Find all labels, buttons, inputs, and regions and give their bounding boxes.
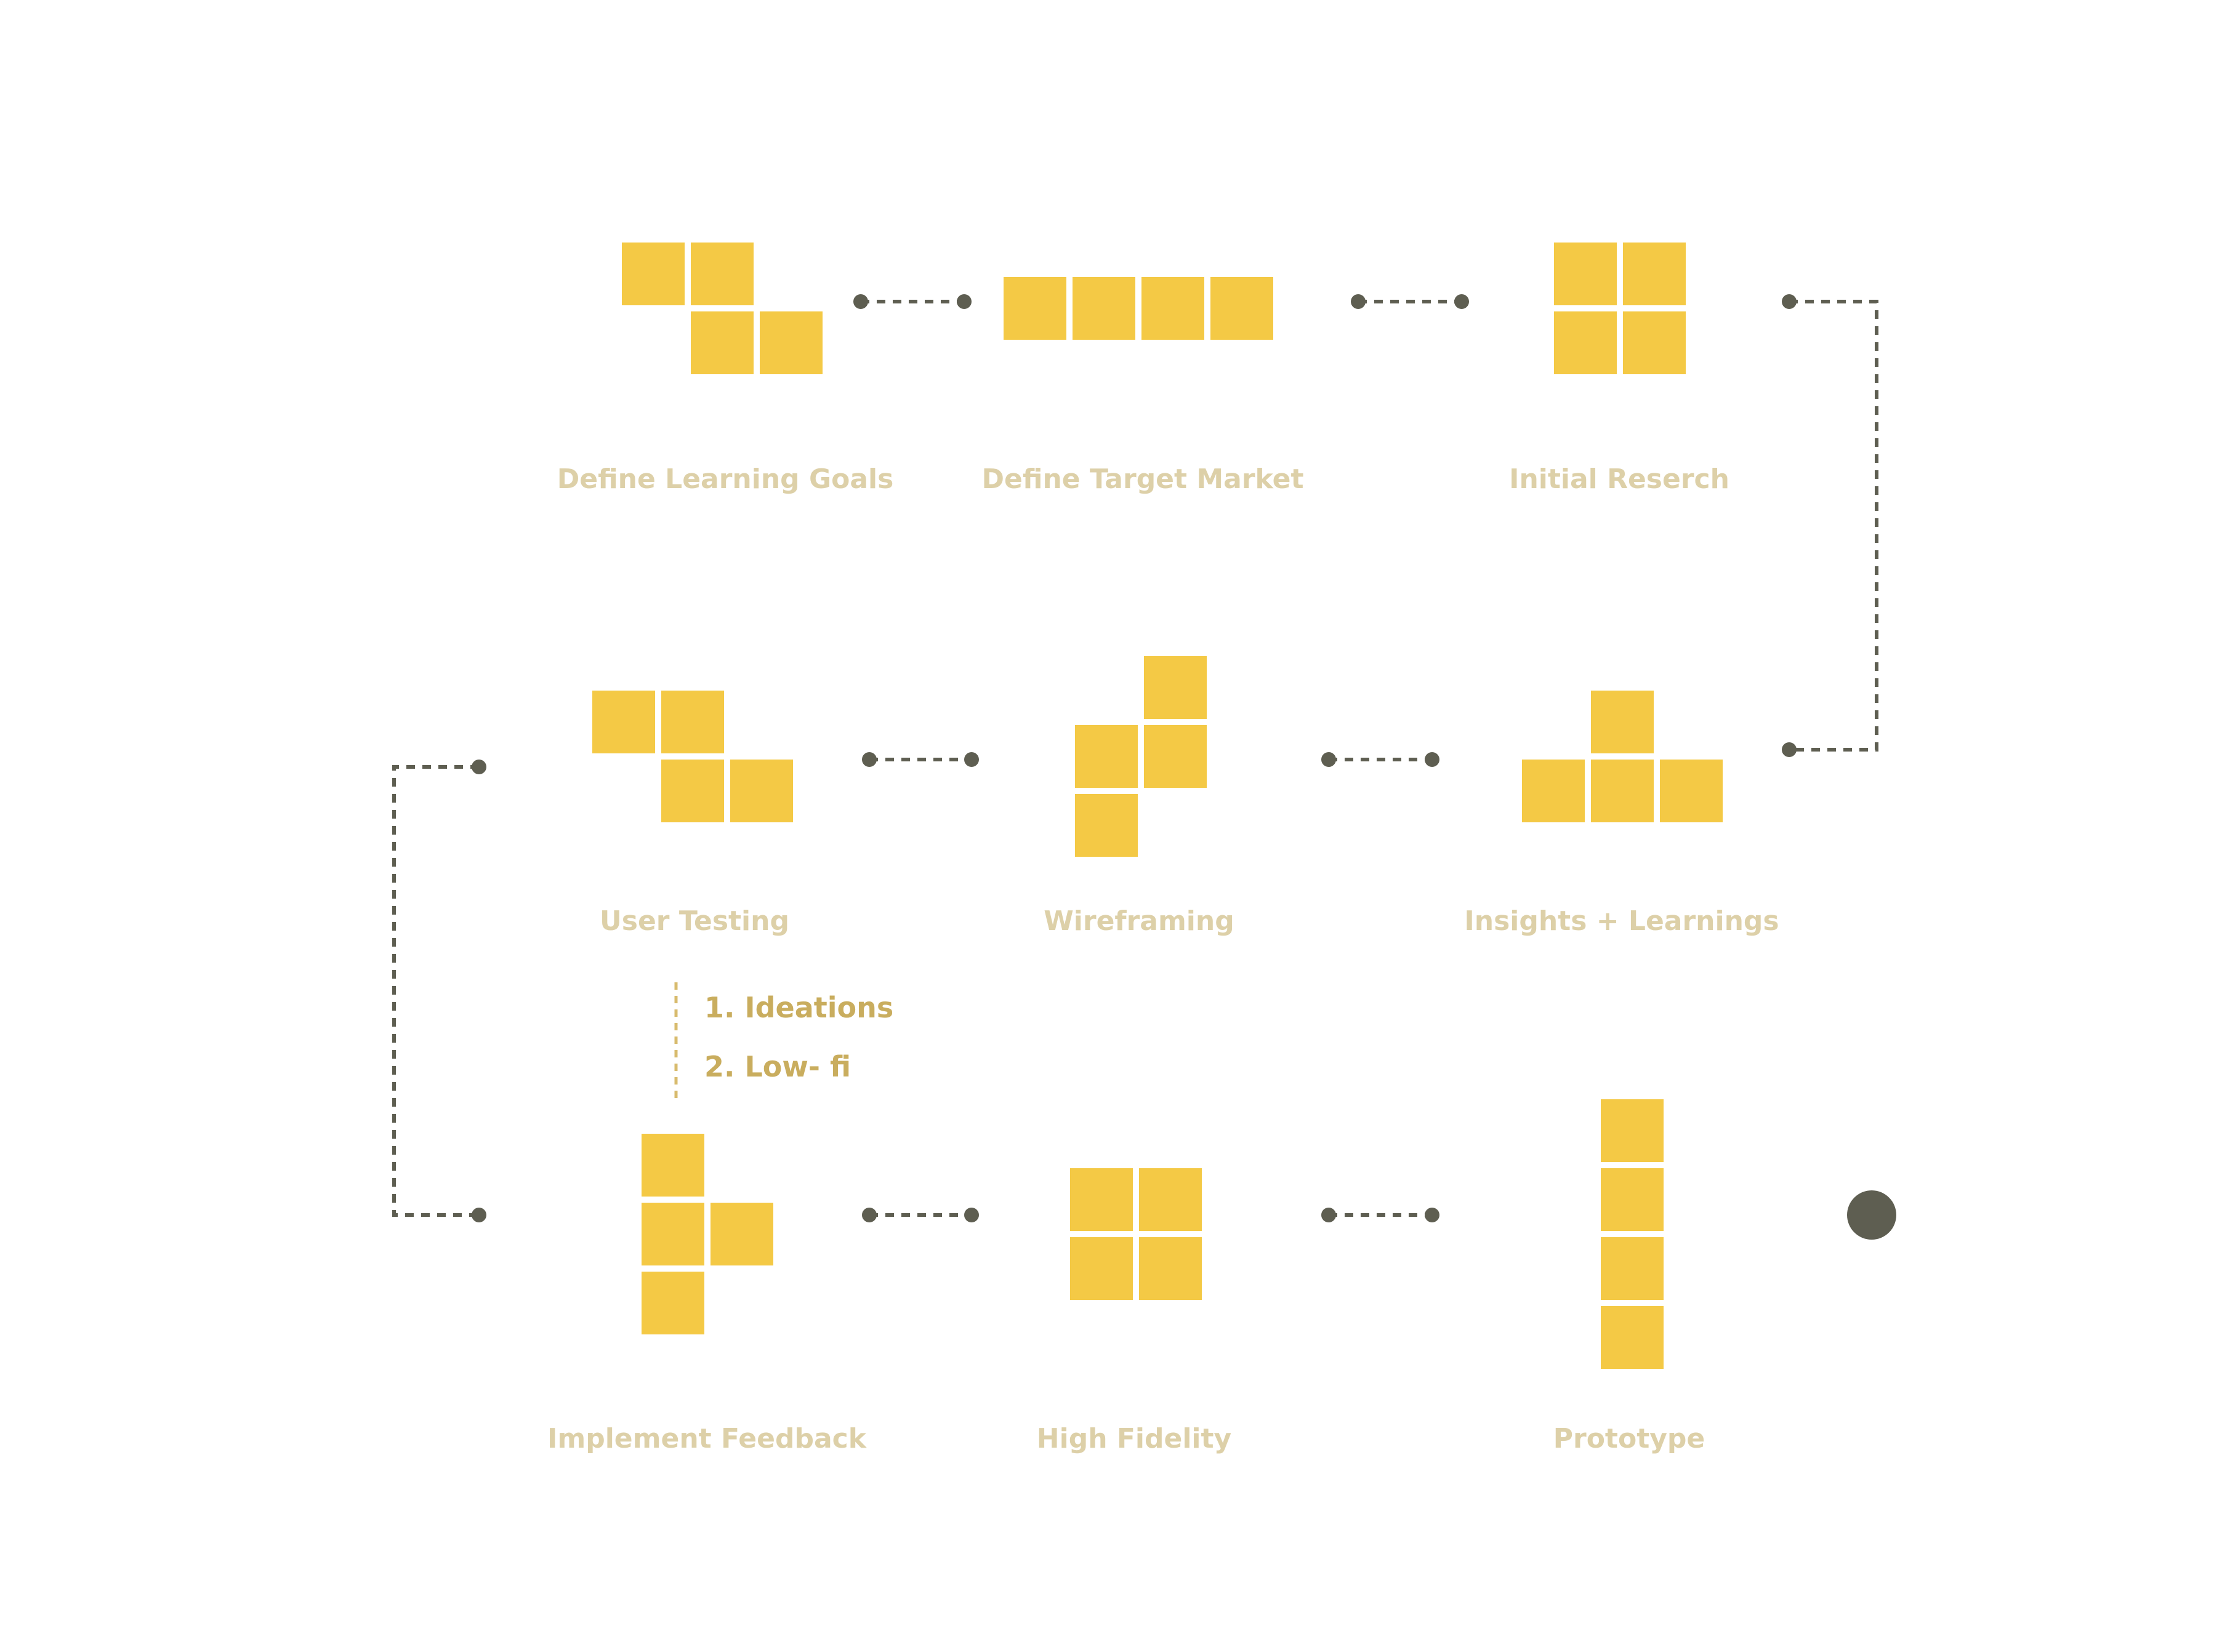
connector-goals-to-market <box>853 294 972 309</box>
high-fidelity-block-2 <box>1139 1168 1202 1231</box>
user-testing-block-1 <box>592 691 655 753</box>
block-group-user-testing <box>592 691 793 822</box>
block-group-wireframing <box>1075 656 1207 857</box>
note-low-fi: 2. Low- fi <box>704 1050 851 1083</box>
prototype-block-2 <box>1601 1168 1664 1231</box>
define-learning-goals-block-1 <box>622 243 685 305</box>
wireframing-to-insights-dot-end <box>1425 752 1439 767</box>
insights-learnings-block-3 <box>1591 760 1654 822</box>
prototype-block-1 <box>1601 1099 1664 1162</box>
right-bracket-dot-bottom <box>1782 742 1797 757</box>
market-to-research-dot-end <box>1454 294 1469 309</box>
high-fidelity-block-3 <box>1070 1237 1133 1300</box>
step-label-define-learning-goals: Define Learning Goals <box>557 463 894 495</box>
goals-to-market-dot-end <box>957 294 972 309</box>
define-target-market-block-1 <box>1004 277 1066 340</box>
connector-testing-to-wireframing <box>862 752 979 767</box>
fidelity-to-prototype-dot-end <box>1425 1208 1439 1222</box>
connector-fidelity-to-prototype <box>1321 1208 1439 1222</box>
testing-to-wireframing-dot-start <box>862 752 877 767</box>
connector-research-to-insights <box>1782 294 1878 757</box>
implement-feedback-block-3 <box>710 1203 773 1265</box>
block-group-high-fidelity <box>1070 1168 1202 1300</box>
note-ideations: 1. Ideations <box>704 991 894 1024</box>
block-group-define-learning-goals <box>622 243 823 374</box>
wireframing-block-3 <box>1144 725 1207 788</box>
fidelity-to-prototype-dot-start <box>1321 1208 1336 1222</box>
feedback-to-fidelity-dot-end <box>964 1208 979 1222</box>
block-group-prototype <box>1601 1099 1664 1369</box>
user-testing-block-3 <box>661 760 724 822</box>
block-group-define-target-market <box>1004 277 1273 340</box>
feedback-to-fidelity-dot-start <box>862 1208 877 1222</box>
connector-market-to-research <box>1351 294 1469 309</box>
user-testing-block-4 <box>730 760 793 822</box>
left-bracket-dot-top <box>472 760 486 774</box>
initial-research-block-2 <box>1623 243 1686 305</box>
step-label-initial-research: Initial Reserch <box>1509 463 1729 495</box>
wireframing-block-4 <box>1075 794 1138 857</box>
step-label-insights-learnings: Insights + Learnings <box>1464 905 1779 937</box>
step-label-high-fidelity: High Fidelity <box>1036 1423 1232 1454</box>
wireframing-block-1 <box>1144 656 1207 719</box>
left-bracket-line <box>392 765 479 1217</box>
initial-research-block-3 <box>1554 311 1617 374</box>
wireframing-block-2 <box>1075 725 1138 788</box>
right-bracket-line <box>1789 300 1878 752</box>
block-group-implement-feedback <box>642 1134 773 1334</box>
step-label-wireframing: Wireframing <box>1044 905 1234 937</box>
right-bracket-dot-top <box>1782 294 1797 309</box>
define-learning-goals-block-3 <box>691 311 754 374</box>
user-testing-block-2 <box>661 691 724 753</box>
block-group-insights-learnings <box>1522 691 1723 822</box>
connector-testing-to-feedback <box>392 760 486 1222</box>
step-label-user-testing: User Testing <box>600 905 789 937</box>
define-target-market-block-2 <box>1073 277 1135 340</box>
goals-to-market-dot-start <box>853 294 868 309</box>
define-target-market-block-4 <box>1210 277 1273 340</box>
high-fidelity-block-1 <box>1070 1168 1133 1231</box>
step-label-implement-feedback: Implement Feedback <box>547 1423 866 1454</box>
left-bracket-dot-bottom <box>472 1208 486 1222</box>
block-shapes <box>592 243 1723 1369</box>
testing-to-wireframing-dot-end <box>964 752 979 767</box>
wireframing-to-insights-dot-start <box>1321 752 1336 767</box>
implement-feedback-block-4 <box>642 1272 704 1334</box>
high-fidelity-block-4 <box>1139 1237 1202 1300</box>
implement-feedback-block-1 <box>642 1134 704 1197</box>
initial-research-block-4 <box>1623 311 1686 374</box>
connectors <box>392 294 1896 1240</box>
define-target-market-block-3 <box>1141 277 1204 340</box>
block-group-initial-research <box>1554 243 1686 374</box>
implement-feedback-block-2 <box>642 1203 704 1265</box>
market-to-research-dot-start <box>1351 294 1366 309</box>
insights-learnings-block-1 <box>1591 691 1654 753</box>
connector-wireframing-to-insights <box>1321 752 1439 767</box>
define-learning-goals-block-2 <box>691 243 754 305</box>
step-label-define-target-market: Define Target Market <box>981 463 1304 495</box>
prototype-block-4 <box>1601 1306 1664 1369</box>
connector-feedback-to-fidelity <box>862 1208 979 1222</box>
initial-research-block-1 <box>1554 243 1617 305</box>
insights-learnings-block-2 <box>1522 760 1585 822</box>
end-dot <box>1847 1190 1896 1240</box>
step-label-prototype: Prototype <box>1553 1423 1705 1454</box>
prototype-block-3 <box>1601 1237 1664 1300</box>
insights-learnings-block-4 <box>1660 760 1723 822</box>
define-learning-goals-block-4 <box>760 311 823 374</box>
